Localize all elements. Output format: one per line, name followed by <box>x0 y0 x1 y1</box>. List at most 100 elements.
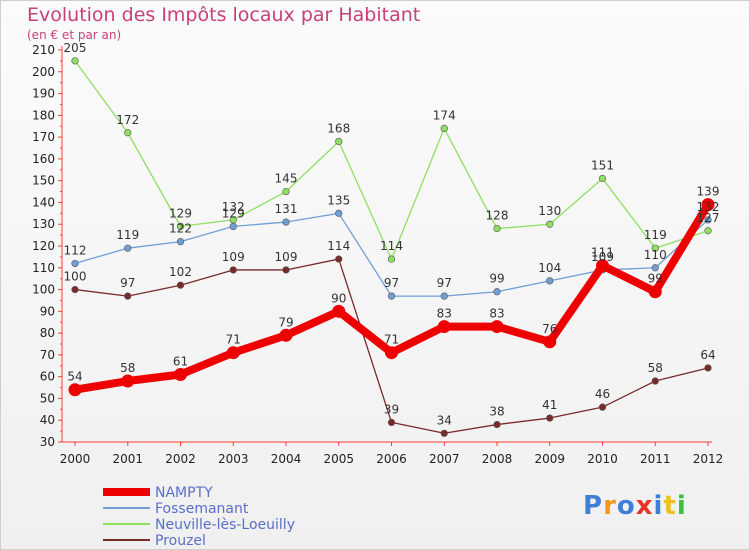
data-point <box>226 346 240 360</box>
data-label: 172 <box>116 113 139 127</box>
logo-letter: i <box>676 491 687 521</box>
data-point <box>124 129 132 137</box>
data-point <box>387 292 396 300</box>
chart-title: Evolution des Impôts locaux par Habitant <box>27 4 421 26</box>
data-label: 139 <box>697 185 720 199</box>
data-point <box>546 220 554 228</box>
data-point <box>335 255 343 263</box>
data-point <box>546 277 554 285</box>
data-label: 122 <box>169 222 192 236</box>
chart-axes: 30 40 50 60 70 80 90 100 110 120 130 140 150 160 170 18… <box>32 43 723 466</box>
legend-label: Neuville-lès-Loeuilly <box>155 517 295 533</box>
data-point <box>332 304 346 318</box>
data-label: 119 <box>644 228 667 242</box>
data-label: 102 <box>169 265 192 279</box>
y-tick-label: 140 <box>32 195 55 209</box>
data-label: 168 <box>327 121 350 135</box>
data-point <box>71 57 79 65</box>
data-point <box>124 292 132 300</box>
data-label: 114 <box>327 239 350 253</box>
x-tick-label: 2012 <box>693 452 724 466</box>
data-label: 104 <box>538 261 561 275</box>
data-point <box>279 328 293 342</box>
data-point <box>493 420 501 429</box>
data-point <box>229 222 237 230</box>
data-point <box>124 244 132 252</box>
y-tick-label: 160 <box>32 152 55 166</box>
data-label: 34 <box>437 413 452 427</box>
series-nampty <box>68 198 715 397</box>
x-tick-label: 2002 <box>165 452 196 466</box>
data-label: 54 <box>67 370 82 384</box>
data-point <box>440 292 448 300</box>
logo-letter: x <box>635 491 654 521</box>
data-point <box>229 266 237 274</box>
data-point <box>176 238 185 246</box>
data-label: 109 <box>591 250 614 264</box>
data-label: 58 <box>120 361 135 375</box>
data-label: 100 <box>64 270 87 284</box>
data-label: 41 <box>542 398 557 412</box>
data-point <box>651 264 659 272</box>
data-label: 61 <box>173 354 188 368</box>
data-label: 132 <box>222 200 245 214</box>
x-tick-label: 2000 <box>60 452 91 466</box>
logo-letter: o <box>616 491 636 521</box>
y-tick-label: 110 <box>32 261 55 275</box>
data-point <box>546 414 554 422</box>
data-label: 151 <box>591 158 614 172</box>
data-label: 205 <box>64 41 87 55</box>
y-tick-label: 210 <box>32 43 55 57</box>
y-tick-label: 40 <box>40 413 55 427</box>
data-label: 64 <box>700 348 715 362</box>
data-label: 128 <box>486 209 509 223</box>
data-point <box>440 124 448 132</box>
data-point <box>704 216 712 224</box>
x-tick-label: 2010 <box>587 452 618 466</box>
y-tick-label: 70 <box>40 348 55 362</box>
chart-subtitle: (en € et par an) <box>27 28 122 42</box>
data-point <box>71 259 79 268</box>
data-point <box>704 364 712 372</box>
data-label: 83 <box>489 307 504 321</box>
data-label: 39 <box>384 402 399 416</box>
x-tick-label: 2007 <box>429 452 460 466</box>
y-tick-label: 50 <box>40 391 55 405</box>
data-label: 58 <box>648 361 663 375</box>
data-label: 119 <box>116 228 139 242</box>
data-point <box>174 367 187 381</box>
data-point <box>68 383 82 397</box>
data-point <box>704 227 712 235</box>
data-label: 174 <box>433 108 456 122</box>
data-point <box>71 285 79 294</box>
data-point <box>282 218 290 226</box>
data-label: 38 <box>489 405 504 419</box>
data-point <box>385 346 398 360</box>
data-point <box>387 255 396 263</box>
data-point <box>282 187 290 196</box>
data-point <box>543 335 557 349</box>
data-point <box>176 281 185 289</box>
x-tick-label: 2005 <box>323 452 354 466</box>
data-point <box>490 320 504 334</box>
x-tick-label: 2001 <box>112 452 143 466</box>
data-label: 71 <box>226 333 241 347</box>
legend: NAMPTYFossemanantNeuville-lès-LoeuillyPr… <box>103 485 295 549</box>
x-tick-label: 2004 <box>271 452 302 466</box>
data-label: 83 <box>437 307 452 321</box>
logo-letter: t <box>663 491 677 521</box>
y-tick-label: 100 <box>32 283 55 297</box>
x-tick-label: 2003 <box>218 452 249 466</box>
x-tick-label: 2008 <box>482 452 513 466</box>
data-label: 46 <box>595 387 610 401</box>
data-point <box>387 418 396 427</box>
x-tick-label: 2009 <box>534 452 565 466</box>
data-label: 71 <box>384 333 399 347</box>
y-tick-label: 200 <box>32 65 55 79</box>
data-point <box>176 222 185 230</box>
data-label: 97 <box>437 276 452 290</box>
data-point <box>651 377 659 385</box>
data-point <box>651 244 659 252</box>
